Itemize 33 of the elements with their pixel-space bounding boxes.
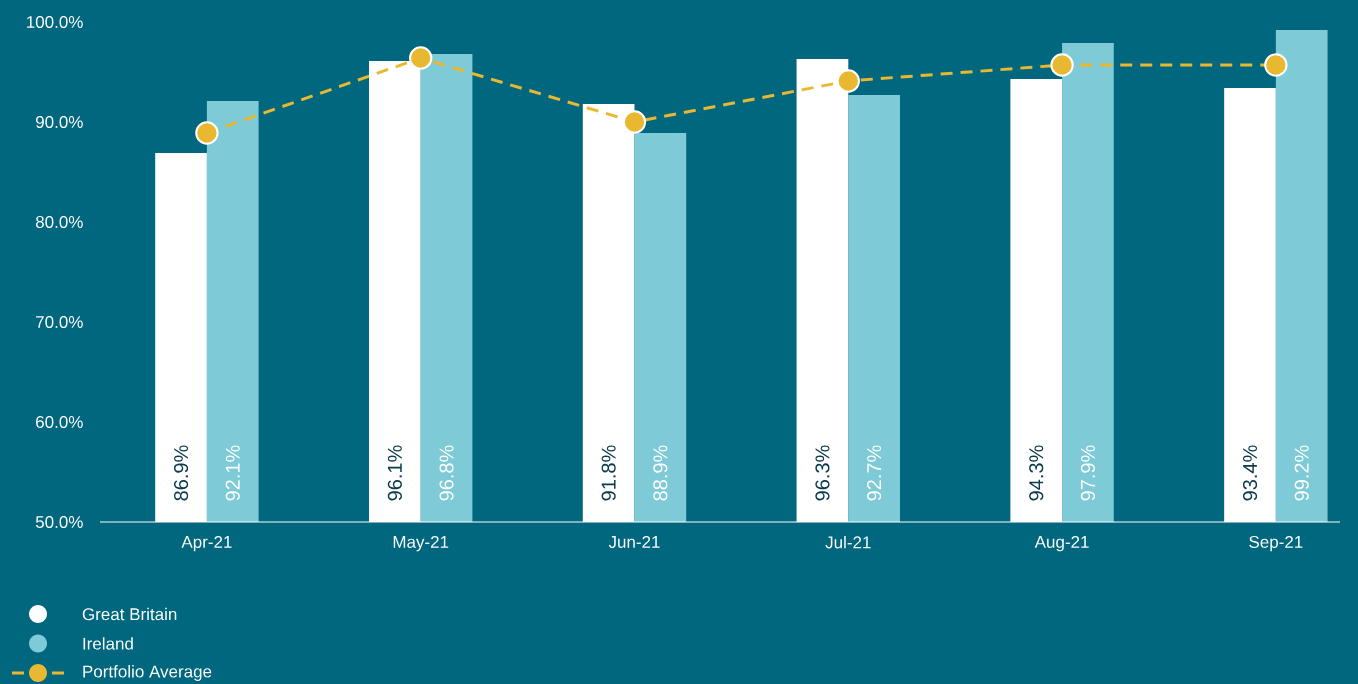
x-tick-label: Aug-21 bbox=[1034, 535, 1089, 552]
point bbox=[195, 121, 219, 145]
x-tick-label: Jun-21 bbox=[608, 535, 660, 548]
legend-label: Great Britain bbox=[82, 607, 177, 621]
data-label: 97.9% bbox=[1080, 445, 1095, 501]
legend-label: Portfolio Average bbox=[83, 665, 212, 681]
data-label: 88.9% bbox=[653, 445, 668, 501]
x-tick-label: Jul-21 bbox=[825, 535, 871, 549]
point bbox=[622, 110, 647, 134]
data-label: 96.8% bbox=[439, 445, 454, 501]
data-label: 93.4% bbox=[1242, 445, 1258, 501]
y-tick-label: 50.0% bbox=[35, 515, 83, 529]
data-label: 99.2% bbox=[1294, 445, 1309, 501]
point bbox=[409, 46, 433, 70]
point bbox=[1264, 53, 1288, 77]
x-tick-label: Sep-21 bbox=[1249, 535, 1303, 552]
x-tick-label: Apr-21 bbox=[181, 535, 232, 552]
y-tick-label: 60.0% bbox=[36, 415, 83, 429]
y-tick-label: 90.0% bbox=[36, 115, 83, 129]
data-label: 91.8% bbox=[601, 445, 616, 501]
data-label: 96.3% bbox=[815, 445, 830, 501]
point bbox=[836, 69, 860, 93]
data-label: 86.9% bbox=[173, 445, 189, 501]
y-tick-label: 80.0% bbox=[35, 215, 83, 229]
x-tick-label: May-21 bbox=[393, 535, 449, 552]
y-tick-label: 100.0% bbox=[27, 15, 83, 29]
y-tick-label: 70.0% bbox=[36, 315, 83, 329]
data-label: 92.1% bbox=[225, 445, 240, 501]
data-label: 92.7% bbox=[867, 445, 882, 501]
point bbox=[1050, 53, 1074, 77]
data-label: 94.3% bbox=[1029, 445, 1044, 501]
legend-label: Ireland bbox=[83, 637, 133, 650]
data-label: 96.1% bbox=[387, 445, 402, 501]
